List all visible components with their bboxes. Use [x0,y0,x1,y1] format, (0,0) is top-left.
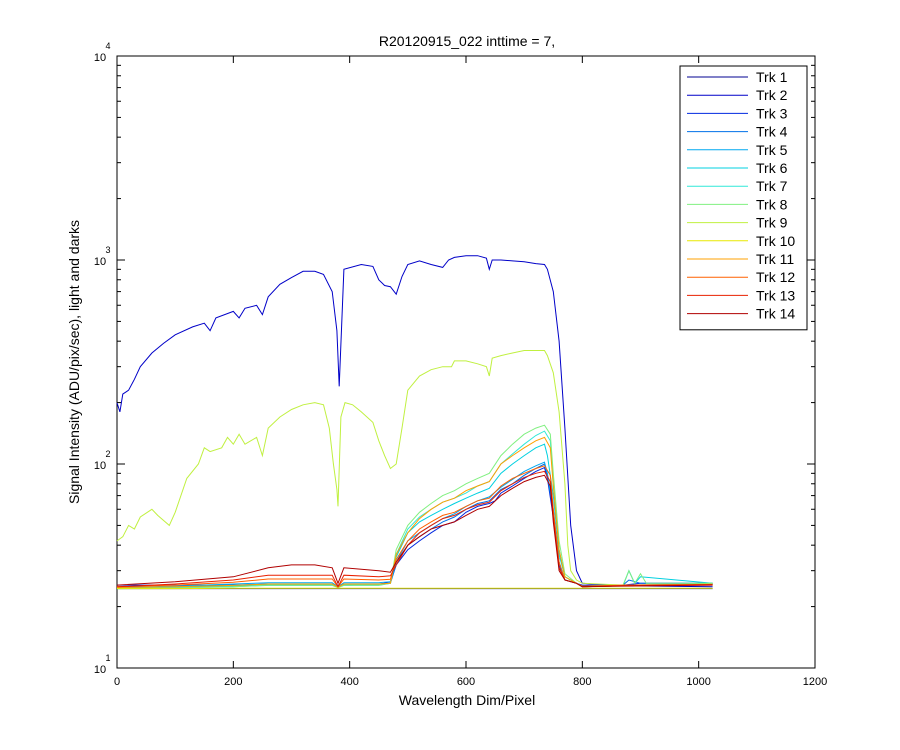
series-line-12 [116,465,713,588]
y-tick-label-exponent: 1 [105,653,110,663]
series-line-14 [116,474,713,588]
legend-label: Trk 11 [756,251,794,267]
x-tick-label: 0 [114,676,120,688]
x-tick-label: 1200 [803,676,827,688]
y-tick-label-base: 10 [94,52,106,64]
legend-box [679,65,808,331]
chart-title: R20120915_022 inttime = 7, [379,33,555,49]
legend-label: Trk 1 [756,69,788,85]
x-axis-ticks: 0 200 400 600 800 1000 1200 [114,56,827,688]
y-tick-label-base: 10 [94,460,106,472]
legend-label: Trk 13 [756,287,795,303]
y-tick-label-base: 10 [94,256,106,268]
y-tick-label-exponent: 4 [105,41,110,51]
x-tick-label: 800 [573,676,591,688]
legend-label: Trk 12 [756,269,795,285]
legend-label: Trk 6 [756,160,788,176]
x-tick-label: 600 [457,676,475,688]
x-tick-label: 1000 [686,676,710,688]
legend-label: Trk 8 [756,196,788,212]
series-line-9 [116,350,713,586]
legend-label: Trk 5 [756,142,788,158]
legend-label: Trk 10 [756,233,795,249]
y-tick-label-exponent: 2 [105,449,110,459]
y-axis-label: Signal Intensity (ADU/pix/sec), light an… [66,220,82,504]
legend-label: Trk 14 [756,306,795,322]
legend-label: Trk 2 [756,87,788,103]
x-tick-label: 200 [224,676,242,688]
legend-label: Trk 4 [756,124,788,140]
legend-label: Trk 3 [756,105,788,121]
series-layer [116,255,713,590]
y-tick-label-base: 10 [94,664,106,676]
series-line-11 [116,436,713,588]
x-axis-label: Wavelength Dim/Pixel [399,692,535,708]
legend-label: Trk 7 [756,178,788,194]
series-line-2 [116,255,713,588]
x-tick-label: 400 [340,676,358,688]
y-tick-label-exponent: 3 [105,245,110,255]
legend-label: Trk 9 [756,215,788,231]
legend: Trk 1 Trk 2 Trk 3 Trk 4 Trk 5 Trk 6 Trk 7 Trk 8… [679,65,808,331]
